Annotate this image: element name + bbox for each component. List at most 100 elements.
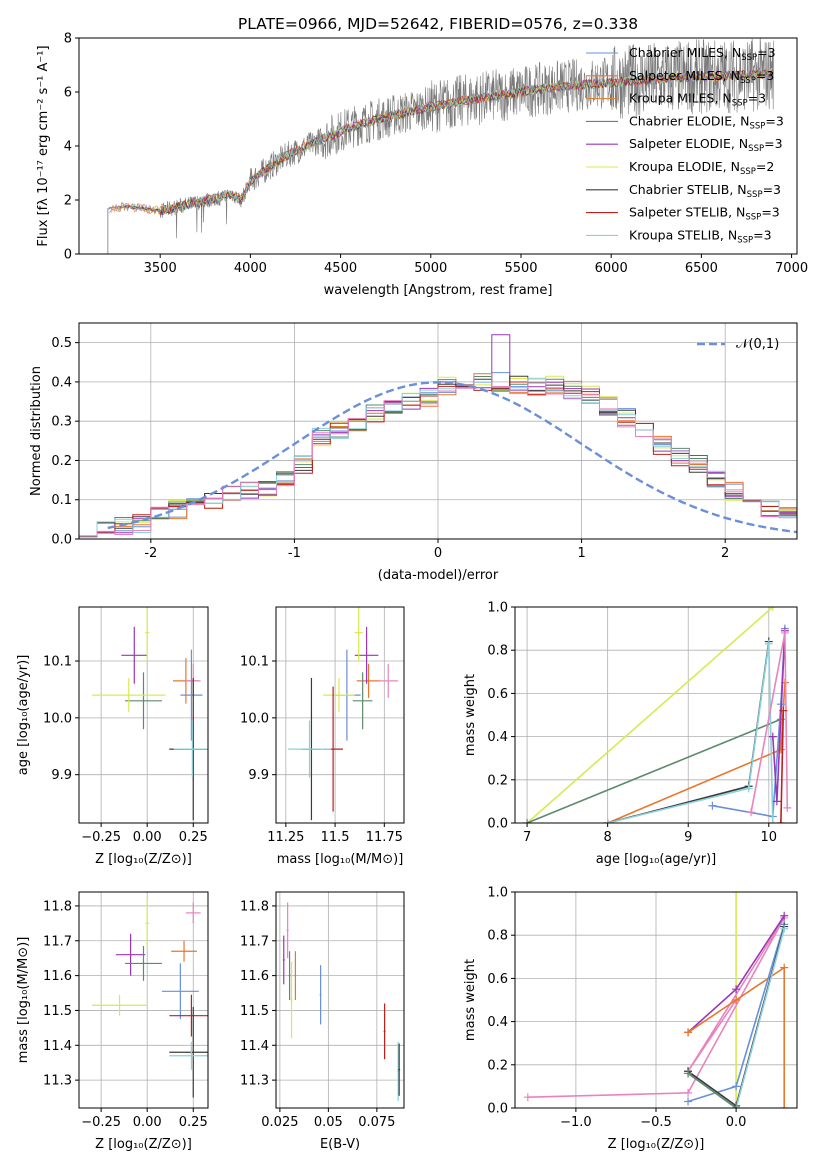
y-tick-label: 11.8 [43,899,72,914]
y-axis-label: mass weight [463,674,478,756]
weight-marker [779,706,788,715]
weight-marker [523,819,532,823]
normal-distribution-curve [107,381,797,534]
spectrum-panel: 3500 4000 4500 5000 5500 6000 6500 7000 0 2 4 6 8 Cha… [36,32,808,299]
y-tick-label: 11.6 [240,969,269,984]
x-tick-label: 6500 [685,261,718,276]
x-tick-label: -2 [144,546,157,561]
legend-entry: Chabrier MILES, NSSP=3 [629,45,776,63]
weight-marker [780,924,789,933]
y-tick-label: 0.8 [487,644,508,659]
y-axis-label: mass [log₁₀(M/M⊙)] [16,937,31,1064]
weight-marker [780,628,789,637]
weight-marker [780,963,789,972]
weight-marker [732,1104,741,1108]
y-tick-label: 11.4 [43,1039,72,1054]
x-axis-label: Z [log₁₀(Z/Z⊙)] [608,1137,705,1152]
plot-area [91,607,208,821]
x-tick-label: 10 [761,830,778,845]
y-tick-label: 10.0 [240,711,269,726]
weight-marker [744,784,753,793]
weight-marker [768,732,777,741]
y-tick-label: 0.2 [51,454,72,469]
y-tick-label: 0.0 [487,817,508,832]
x-axis-label: E(B-V) [320,1137,360,1152]
x-tick-label: 11.5 [321,830,350,845]
x-tick-label: 0.00 [133,1115,162,1130]
weight-marker [772,797,781,806]
y-tick-label: 11.3 [240,1074,269,1089]
weight-series-line [526,607,774,823]
x-tick-label: 11.75 [366,830,403,845]
residual-histogram-step [79,375,797,537]
weight-marker [768,607,777,611]
histogram-x-axis-label: (data-model)/error [378,568,499,583]
x-tick-label: 0.0 [726,1115,747,1130]
spectrum-x-axis-label: wavelength [Angstrom, rest frame] [324,283,553,298]
y-tick-label: 10.0 [43,711,72,726]
x-tick-label: 0.25 [179,1115,208,1130]
residual-histogram-step [79,381,797,537]
x-tick-label: 0.075 [358,1115,395,1130]
weight-marker [783,803,792,812]
residual-histogram-step [79,334,797,537]
model-spectrum-line [122,68,774,214]
y-tick-label: 0.0 [51,533,72,548]
legend-entry: Salpeter STELIB, NSSP=3 [629,205,780,223]
x-tick-label: 3500 [144,261,177,276]
plot-area [523,607,792,823]
residual-histogram-panel: -2 -1 0 1 2 0.0 0.1 0.2 0.3 0.4 0.5 𝒩(0,1) (data-mod… [29,322,798,583]
weight-marker [780,911,789,920]
axes-frame [275,606,405,824]
weight-marker [708,801,717,810]
weight-marker [768,819,777,823]
residual-histogram-step [79,377,797,537]
plot-area [107,38,774,254]
y-tick-label: 1.0 [487,601,508,616]
y-tick-label: 0.8 [487,929,508,944]
age-vs-metallicity-panel: −0.25 0.00 0.25 9.9 10.0 10.1 Z [log₁₀(Z/Z⊙)] a… [16,606,209,867]
axes-frame [78,891,209,1109]
x-tick-label: 4500 [324,261,357,276]
weight-marker [732,996,741,1004]
spectrum-y-axis-label: Flux [fλ 10⁻¹⁷ erg cm⁻² s⁻¹ A⁻¹] [36,45,51,246]
histogram-y-axis-label: Normed distribution [29,366,44,496]
legend-entry: Kroupa ELODIE, NSSP=2 [629,159,774,177]
weight-marker [684,1088,693,1097]
y-tick-label: 4 [64,140,72,155]
x-tick-label: 7000 [775,261,808,276]
residual-histogram-step [79,375,797,538]
legend-entry: Kroupa MILES, NSSP=3 [629,91,766,109]
y-tick-label: 9.9 [51,768,72,783]
legend-entry: Salpeter MILES, NSSP=3 [629,68,774,86]
y-tick-label: 11.7 [43,934,72,949]
legend-entry: Chabrier ELODIE, NSSP=3 [629,113,784,131]
y-tick-label: 10.1 [240,655,269,670]
weight-series-line [607,643,774,823]
x-tick-label: −0.25 [81,830,121,845]
y-tick-label: 11.7 [240,934,269,949]
y-tick-label: 9.9 [248,768,269,783]
x-axis-label: Z [log₁₀(Z/Z⊙)] [95,852,192,867]
weight-marker [780,1104,789,1108]
weight-series-line [780,710,785,823]
y-axis-label: age [log₁₀(age/yr)] [16,655,31,776]
x-tick-label: 0.025 [261,1115,298,1130]
plot-area [282,902,401,1102]
y-tick-label: 10.1 [43,655,72,670]
x-tick-label: 4000 [234,261,267,276]
x-tick-label: 0 [434,546,442,561]
y-tick-label: 11.6 [43,969,72,984]
axes-frame [275,891,405,1109]
x-tick-label: 5500 [504,261,537,276]
weight-marker [684,1069,693,1078]
x-tick-label: 5000 [414,261,447,276]
weight-marker [776,819,785,823]
y-tick-label: 11.5 [43,1004,72,1019]
observed-spectrum-line [108,38,774,239]
y-tick-label: 0.2 [487,1058,508,1073]
weight-marker [764,639,773,648]
residual-histogram-step [79,372,797,538]
weight-marker [684,1028,693,1037]
weight-marker [747,808,756,817]
